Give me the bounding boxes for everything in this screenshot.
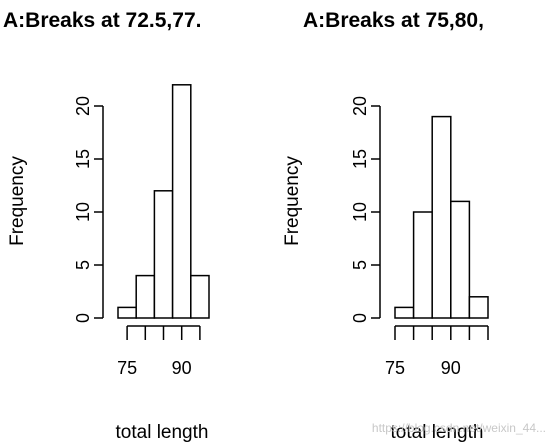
chart-title: A:Breaks at 75,80, — [303, 9, 484, 32]
bars — [394, 115, 489, 319]
x-tick-label: 90 — [441, 358, 461, 378]
y-axis-label: Frequency — [282, 156, 303, 246]
y-tick-label: 0 — [73, 313, 93, 323]
histogram-bar — [135, 274, 156, 319]
histogram-bar — [468, 296, 489, 319]
histogram-bar — [117, 306, 137, 319]
histogram-bar — [171, 84, 192, 319]
histogram-bar — [450, 200, 471, 319]
histogram-panel-right: A:Breaks at 75,80, Frequency total lengt… — [282, 9, 489, 443]
x-axis-label: total length — [116, 422, 209, 443]
y-tick-label: 5 — [73, 260, 93, 270]
histogram-bar — [431, 115, 452, 319]
y-tick-label: 15 — [73, 149, 93, 169]
watermark-text: https://blog.csdn.net/weixin_44... — [372, 421, 546, 435]
histogram-panel-left: A:Breaks at 72.5,77. Frequency total len… — [3, 9, 210, 443]
y-tick-label: 10 — [73, 202, 93, 222]
y-tick-label: 0 — [350, 313, 370, 323]
x-tick-label: 75 — [385, 358, 405, 378]
y-tick-label: 20 — [350, 96, 370, 116]
y-tick-label: 20 — [73, 96, 93, 116]
bars — [117, 84, 210, 319]
y-tick-label: 5 — [350, 260, 370, 270]
histogram-bar — [153, 190, 174, 319]
y-axis-label: Frequency — [7, 156, 28, 246]
axes: 0 5 10 15 20 75 90 — [73, 96, 201, 378]
histogram-bar — [394, 306, 415, 319]
axes: 0 5 10 15 20 75 90 — [350, 96, 489, 378]
x-tick-label: 75 — [117, 358, 137, 378]
x-tick-label: 90 — [172, 358, 192, 378]
y-tick-label: 15 — [350, 149, 370, 169]
y-tick-label: 10 — [350, 202, 370, 222]
histogram-bar — [412, 211, 433, 319]
histogram-bar — [190, 274, 210, 319]
chart-title: A:Breaks at 72.5,77. — [3, 9, 201, 32]
x-axis-label: total length — [391, 422, 484, 443]
